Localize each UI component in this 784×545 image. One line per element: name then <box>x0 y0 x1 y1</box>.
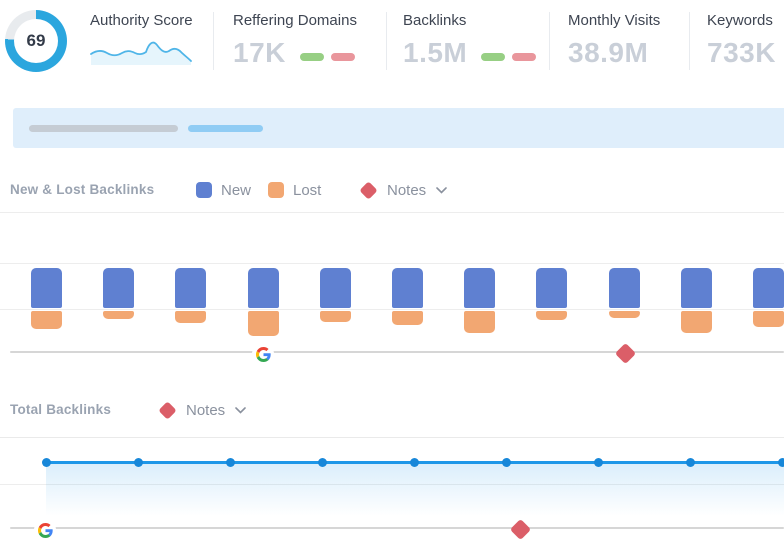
bar-lost[interactable] <box>681 311 712 333</box>
bar-lost[interactable] <box>175 311 206 323</box>
line-point[interactable] <box>502 458 511 467</box>
keywords-metric: Keywords 733K <box>707 12 776 68</box>
new-swatch-icon <box>196 182 212 198</box>
trend-down-pill <box>330 53 355 61</box>
backlinks-label: Backlinks <box>403 12 467 29</box>
total-backlinks-chart <box>0 437 784 541</box>
gridline <box>0 263 784 264</box>
total-backlinks-title: Total Backlinks <box>10 402 112 417</box>
loading-banner <box>13 108 784 148</box>
bar-new[interactable] <box>103 268 134 308</box>
notes-label: Notes <box>387 181 427 199</box>
divider <box>386 12 387 70</box>
total-backlinks-header: Total Backlinks Notes <box>10 400 784 420</box>
new-lost-title: New & Lost Backlinks <box>10 182 155 197</box>
chevron-down-icon <box>235 406 246 414</box>
bar-new[interactable] <box>681 268 712 308</box>
keywords-label: Keywords <box>707 12 773 29</box>
bar-lost[interactable] <box>103 311 134 319</box>
divider <box>549 12 550 70</box>
trend-up-pill <box>299 53 324 61</box>
google-update-icon[interactable] <box>34 519 56 541</box>
trend-up-pill <box>481 53 506 61</box>
lost-swatch-icon <box>268 182 284 198</box>
trend-down-pill <box>512 53 537 61</box>
legend-new[interactable]: New <box>196 180 251 200</box>
line-point[interactable] <box>594 458 604 467</box>
bar-new[interactable] <box>609 268 640 308</box>
monthly-visits-label: Monthly Visits <box>568 12 661 29</box>
bar-new[interactable] <box>753 268 784 308</box>
authority-score-block: Authority Score <box>90 12 193 66</box>
metrics-bar: 69 Authority Score Reffering Domains 17K… <box>0 0 784 90</box>
x-axis <box>10 351 784 353</box>
authority-score-label: Authority Score <box>90 12 193 29</box>
line-point[interactable] <box>686 458 696 467</box>
notes-dropdown[interactable]: Notes <box>158 400 246 420</box>
new-lost-header: New & Lost Backlinks New Lost Notes <box>10 180 784 200</box>
line-point[interactable] <box>133 458 143 467</box>
legend-lost-label: Lost <box>293 181 322 199</box>
divider <box>689 12 690 70</box>
note-diamond-icon <box>158 400 177 420</box>
authority-score-sparkline <box>90 41 192 65</box>
line-point[interactable] <box>409 458 419 467</box>
bar-lost[interactable] <box>392 311 423 325</box>
skeleton-bar-blue <box>188 125 263 132</box>
legend-lost[interactable]: Lost <box>268 180 321 200</box>
bar-lost[interactable] <box>320 311 351 322</box>
zero-line <box>0 309 784 310</box>
note-marker-icon[interactable] <box>614 342 636 365</box>
bar-new[interactable] <box>175 268 206 308</box>
legend-new-label: New <box>221 181 252 199</box>
notes-dropdown[interactable]: Notes <box>359 180 447 200</box>
keywords-value: 733K <box>707 37 776 68</box>
bar-new[interactable] <box>248 268 279 308</box>
monthly-visits-metric: Monthly Visits 38.9M <box>568 12 661 68</box>
divider <box>213 12 214 70</box>
note-marker-icon[interactable] <box>509 518 531 541</box>
bar-lost[interactable] <box>536 311 567 320</box>
bar-lost[interactable] <box>609 311 640 318</box>
bar-lost[interactable] <box>31 311 62 329</box>
chevron-down-icon <box>436 186 447 194</box>
bar-lost[interactable] <box>753 311 784 327</box>
bar-new[interactable] <box>464 268 495 308</box>
line-point[interactable] <box>317 458 327 467</box>
bar-new[interactable] <box>31 268 62 308</box>
note-diamond-icon <box>359 180 378 200</box>
bar-new[interactable] <box>392 268 423 308</box>
notes-label: Notes <box>186 401 226 419</box>
referring-domains-value: 17K <box>233 37 286 68</box>
bar-new[interactable] <box>536 268 567 308</box>
x-axis <box>10 527 784 529</box>
backlinks-metric: Backlinks 1.5M <box>403 12 537 68</box>
bar-new[interactable] <box>320 268 351 308</box>
line-point[interactable] <box>225 458 235 467</box>
backlinks-value: 1.5M <box>403 37 468 68</box>
referring-domains-metric: Reffering Domains 17K <box>233 12 357 68</box>
line-area-fill <box>46 464 784 516</box>
line-point[interactable] <box>778 458 784 467</box>
referring-domains-label: Reffering Domains <box>233 12 357 29</box>
authority-score-value: 69 <box>14 19 58 63</box>
bar-lost[interactable] <box>248 311 279 336</box>
new-lost-chart <box>0 212 784 365</box>
skeleton-bar-gray <box>29 125 178 132</box>
authority-score-gauge: 69 <box>5 10 67 72</box>
monthly-visits-value: 38.9M <box>568 37 649 68</box>
line-point[interactable] <box>41 458 51 467</box>
bar-lost[interactable] <box>464 311 495 333</box>
google-update-icon[interactable] <box>252 343 274 365</box>
gridline <box>0 484 784 485</box>
